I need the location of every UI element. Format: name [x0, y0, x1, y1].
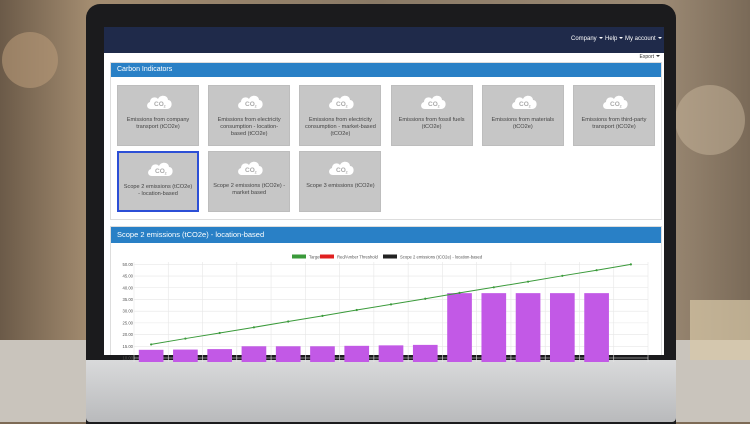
tile-label: Scope 2 emissions (tCO2e) - market based: [213, 183, 286, 196]
target-point: [458, 291, 461, 295]
target-point: [355, 308, 358, 312]
co2-cloud-icon: CO 2: [238, 161, 263, 175]
tile-label: Emissions from company transport (tCO2e): [126, 117, 190, 130]
indicator-tile[interactable]: CO 2 Emissions from third-party transport …: [573, 85, 655, 146]
tile-label: Emissions from third-party transport (tC…: [581, 117, 647, 130]
tile-label: Emissions from electricity consumption -…: [217, 117, 281, 137]
svg-text:CO: CO: [155, 168, 165, 175]
indicator-tile[interactable]: CO 2 Emissions from fossil fuels (tCO2e): [390, 85, 473, 146]
svg-text:CO: CO: [336, 101, 346, 108]
target-point: [424, 297, 427, 300]
bar: [447, 293, 472, 362]
monitor-chin: [86, 360, 676, 422]
y-tick-label: 25.00: [123, 320, 134, 325]
svg-text:2: 2: [346, 105, 348, 109]
y-tick-label: 30.00: [123, 309, 134, 314]
export-button[interactable]: Export: [640, 54, 660, 60]
scope2-chart: Target Red/Amber Threshold Scope 2 emissio…: [123, 254, 649, 362]
target-point: [218, 331, 221, 335]
svg-text:2: 2: [255, 105, 257, 109]
svg-text:2: 2: [346, 171, 348, 175]
help-menu[interactable]: Help: [605, 36, 623, 42]
indicator-tile[interactable]: CO 2 Emissions from electricity consumptio…: [299, 85, 382, 146]
svg-text:2: 2: [165, 172, 167, 176]
co2-cloud-icon: CO 2: [329, 161, 355, 175]
y-tick-label: 10.00: [123, 356, 134, 361]
top-navbar: Company Help My account: [104, 27, 664, 53]
legend-label: Red/Amber Threshold: [337, 254, 379, 259]
bar: [173, 349, 198, 362]
target-point: [252, 326, 256, 329]
carbon-indicators-title: Carbon Indicators: [111, 63, 661, 77]
indicator-tile[interactable]: CO 2 Emissions from materials (tCO2e): [481, 85, 564, 146]
legend-swatch: [383, 254, 397, 259]
y-tick-label: 20.00: [123, 332, 134, 337]
y-tick-label: 50.00: [123, 262, 134, 267]
company-menu[interactable]: Company: [571, 36, 603, 42]
svg-text:2: 2: [437, 105, 439, 109]
legend-label: Scope 2 emissions (tCO2e) - location-bas…: [400, 254, 483, 259]
target-point: [492, 286, 495, 289]
carbon-indicators-panel: Carbon Indicators: [110, 62, 662, 220]
target-point: [595, 269, 598, 272]
legend-swatch: [320, 254, 334, 259]
bar: [481, 293, 507, 362]
legend-label: Target: [309, 254, 321, 259]
y-tick-label: 40.00: [123, 285, 134, 290]
co2-cloud-icon: CO 2: [147, 95, 172, 109]
co2-cloud-icon: CO 2: [238, 95, 263, 109]
svg-text:CO: CO: [245, 101, 255, 108]
tile-label: Emissions from fossil fuels (tCO2e): [398, 117, 465, 130]
target-point: [526, 280, 530, 283]
bar: [138, 349, 164, 362]
target-point: [561, 274, 564, 277]
indicator-tile[interactable]: CO 2 Scope 3 emissions (tCO2e): [299, 151, 382, 212]
svg-text:2: 2: [255, 171, 257, 175]
co2-cloud-icon: CO 2: [329, 95, 355, 109]
chart-panel-title: Scope 2 emissions (tCO2e) - location-bas…: [111, 227, 661, 243]
co2-cloud-icon: CO 2: [420, 95, 446, 109]
bar: [378, 345, 404, 362]
svg-text:CO: CO: [519, 101, 529, 108]
y-tick-label: 35.00: [123, 297, 134, 302]
svg-text:2: 2: [164, 105, 166, 109]
co2-cloud-icon: CO 2: [603, 95, 628, 109]
indicator-tile[interactable]: CO 2 Scope 2 emissions (tCO2e) - market ba…: [208, 151, 291, 212]
target-point: [389, 303, 393, 306]
bar: [310, 346, 335, 362]
svg-text:CO: CO: [245, 167, 255, 174]
bar: [275, 346, 301, 362]
svg-text:CO: CO: [154, 101, 164, 108]
target-point: [287, 320, 290, 323]
co2-cloud-icon: CO 2: [511, 95, 537, 109]
target-point: [184, 337, 187, 340]
svg-text:CO: CO: [610, 101, 620, 108]
y-tick-label: 15.00: [123, 344, 134, 349]
bar: [549, 293, 575, 362]
tile-label: Emissions from electricity consumption -…: [304, 117, 376, 137]
target-point: [150, 343, 153, 346]
indicator-tile[interactable]: CO 2 Emissions from electricity consumptio…: [208, 85, 291, 146]
y-tick-label: 45.00: [123, 274, 134, 279]
target-point: [321, 314, 324, 317]
bar: [344, 345, 370, 362]
svg-text:CO: CO: [336, 167, 346, 174]
tile-label: Scope 3 emissions (tCO2e): [306, 183, 375, 189]
bar: [412, 344, 438, 362]
my-account-menu[interactable]: My account: [625, 36, 662, 42]
legend-swatch: [292, 254, 306, 259]
co2-cloud-icon: CO 2: [148, 162, 173, 176]
svg-text:CO: CO: [428, 101, 438, 108]
bar: [584, 293, 609, 362]
target-point: [629, 263, 632, 266]
tile-label: Scope 2 emissions (tCO2e) - location-bas…: [123, 184, 193, 197]
indicator-tile[interactable]: CO 2 Scope 2 emissions (tCO2e) - location-…: [117, 151, 199, 212]
bar: [241, 346, 267, 362]
indicator-tile[interactable]: CO 2 Emissions from company transport (tCO…: [117, 85, 199, 146]
svg-text:2: 2: [620, 105, 622, 109]
bar: [515, 293, 541, 362]
tile-label: Emissions from materials (tCO2e): [491, 117, 555, 130]
bar: [207, 349, 233, 362]
svg-text:2: 2: [528, 105, 530, 109]
